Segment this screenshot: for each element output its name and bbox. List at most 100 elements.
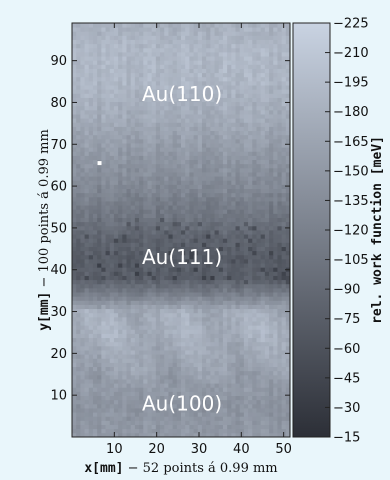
heatmap-cell [264,242,270,247]
heatmap-cell [143,234,148,239]
heatmap-cell [118,424,123,430]
heatmap-cell [84,341,90,347]
heatmap-cell [105,424,111,430]
heatmap-cell [92,188,98,194]
heatmap-cell [218,196,224,202]
heatmap-cell [218,114,224,119]
heatmap-cell [243,300,249,305]
heatmap-cell [260,287,266,293]
heatmap-cell [264,64,270,69]
heatmap-cell [239,68,245,74]
heatmap-cell [109,242,115,247]
heatmap-cell [264,205,270,210]
heatmap-cell [155,337,161,343]
heatmap-cell [264,250,270,256]
heatmap-cell [264,118,270,123]
heatmap-cell [97,325,102,330]
heatmap-cell [281,337,287,343]
heatmap-cell [285,428,291,434]
heatmap-cell [248,345,253,351]
heatmap-cell [231,379,236,384]
heatmap-cell [189,432,194,438]
heatmap-cell [197,267,203,272]
heatmap-cell [231,412,236,417]
heatmap-cell [164,399,169,405]
heatmap-cell [252,122,257,127]
heatmap-cell [260,408,266,413]
heatmap-cell [72,416,77,421]
heatmap-cell [88,172,94,177]
heatmap-cell [185,391,190,396]
heatmap-cell [122,188,127,194]
heatmap-cell [113,163,119,169]
heatmap-cell [181,379,186,384]
heatmap-cell [239,399,245,405]
heatmap-cell [214,333,220,339]
heatmap-cell [222,287,228,293]
heatmap-cell [273,263,278,268]
heatmap-cell [122,408,127,413]
heatmap-cell [84,279,90,285]
heatmap-cell [122,321,127,326]
heatmap-cell [126,287,132,293]
heatmap-cell [126,279,132,285]
heatmap-cell [139,118,144,123]
heatmap-cell [256,143,262,148]
heatmap-cell [80,312,85,318]
heatmap-cell [260,432,266,438]
heatmap-cell [84,64,90,69]
heatmap-cell [185,47,190,53]
heatmap-cell [256,114,262,119]
heatmap-cell [201,387,207,392]
heatmap-cell [105,213,111,218]
heatmap-cell [139,337,144,343]
heatmap-cell [210,64,215,69]
heatmap-cell [113,192,119,198]
heatmap-cell [176,130,182,136]
heatmap-cell [231,312,236,318]
heatmap-cell [218,130,224,136]
heatmap-cell [210,213,215,218]
heatmap-cell [281,308,287,314]
heatmap-cell [126,138,132,144]
heatmap-cell [155,180,161,185]
heatmap-cell [256,155,262,161]
heatmap-cell [197,217,203,223]
heatmap-cell [210,60,215,65]
heatmap-cell [285,51,291,57]
heatmap-cell [252,89,257,94]
heatmap-cell [260,350,266,355]
heatmap-cell [172,225,178,231]
heatmap-cell [260,283,266,289]
heatmap-cell [264,329,270,334]
heatmap-cell [281,97,287,103]
heatmap-cell [201,118,207,123]
heatmap-cell [84,358,90,363]
heatmap-cell [84,399,90,405]
heatmap-cell [160,412,165,417]
heatmap-cell [201,238,207,243]
heatmap-cell [252,387,257,392]
heatmap-cell [181,138,186,144]
heatmap-cell [218,97,224,103]
heatmap-cell [222,316,228,322]
heatmap-cell [252,138,257,144]
heatmap-cell [176,300,182,305]
heatmap-cell [88,242,94,247]
heatmap-cell [172,333,178,339]
heatmap-cell [210,391,215,396]
heatmap-cell [72,366,77,372]
heatmap-cell [193,159,199,165]
heatmap-cell [105,432,111,438]
heatmap-cell [218,395,224,401]
heatmap-cell [147,167,153,173]
heatmap-cell [269,230,274,235]
heatmap-cell [101,93,106,98]
heatmap-cell [181,370,186,376]
heatmap-cell [277,275,283,281]
heatmap-cell [252,68,257,74]
heatmap-cell [160,275,165,281]
heatmap-cell [243,147,249,152]
heatmap-cell [227,172,232,177]
heatmap-cell [176,254,182,260]
